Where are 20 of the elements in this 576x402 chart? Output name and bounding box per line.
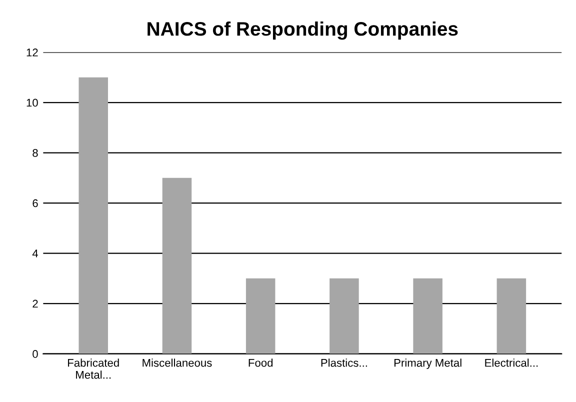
x-tick-label: Electrical... — [485, 358, 538, 367]
y-tick-label: 4 — [32, 250, 38, 258]
bar — [246, 278, 276, 354]
x-tick-label: Miscellaneous — [142, 358, 212, 367]
y-tick-label: 6 — [32, 199, 38, 208]
y-tick-label: 0 — [32, 350, 38, 358]
y-tick-label: 2 — [32, 300, 38, 308]
x-tick-label: Food — [248, 358, 273, 367]
bar — [413, 278, 442, 354]
bar — [162, 178, 192, 354]
x-tick-label: Primary Metal — [394, 358, 462, 369]
bar — [496, 278, 526, 354]
y-tick-label: 8 — [32, 149, 38, 157]
chart-title: NAICS of Responding Companies — [148, 22, 458, 40]
y-tick-label: 10 — [26, 98, 38, 107]
bar — [78, 77, 108, 354]
x-tick-label: Fabricated Metal... — [68, 358, 119, 379]
bar — [330, 278, 359, 354]
y-tick-label: 12 — [26, 48, 38, 56]
x-tick-label: Plastics... — [321, 358, 367, 367]
